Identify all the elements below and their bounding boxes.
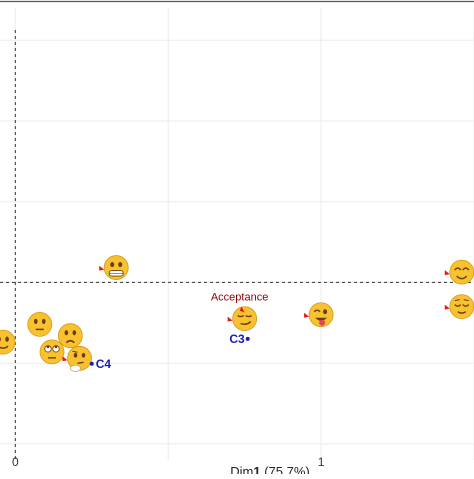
emoji-face [232, 306, 258, 331]
emoji-eye [237, 314, 245, 318]
grimacing-face-emoji [103, 255, 129, 280]
smiling-face-emoji [0, 329, 16, 355]
emoji-point-arrow [444, 270, 450, 276]
emoji-eye [81, 352, 86, 358]
emoji-mouth [456, 275, 468, 280]
emoji-point-arrow [304, 312, 310, 318]
emoji-face [449, 294, 474, 320]
emoji-face [39, 339, 65, 365]
emoji-face [308, 302, 334, 328]
emoji-pupil [46, 345, 50, 349]
emoji-mouth [240, 321, 252, 325]
emoji-eye [72, 330, 77, 336]
winking-tongue-face-emoji [308, 302, 334, 328]
emoji-eye [454, 267, 462, 271]
emoji-eye [5, 336, 9, 342]
control-point-label: C4 [96, 357, 112, 371]
thinking-face-emoji [67, 345, 92, 372]
emoji-mouth [0, 345, 9, 349]
emoji-eye [118, 262, 123, 268]
category-label: Acceptance [211, 292, 268, 304]
x-axis-label: Dim1 (75.7%) [230, 464, 309, 474]
emoji-face [57, 323, 83, 349]
emoji-point-arrow [444, 304, 450, 310]
emoji-brow [72, 350, 78, 353]
emoji-eye [73, 352, 78, 358]
emoji-eye [33, 318, 38, 324]
emoji-eye [245, 314, 253, 318]
emoji-eye [41, 318, 46, 324]
emoji-eye [110, 262, 115, 268]
emoji-mouth [457, 311, 467, 314]
emoji-point-arrow [227, 316, 233, 322]
control-point-dot [245, 336, 250, 341]
relieved-face-emoji [449, 294, 474, 320]
emoji-brow [454, 299, 460, 302]
emoji-eye [462, 304, 470, 307]
rolling-eyes-face-emoji [39, 339, 65, 365]
emoji-eye [0, 336, 1, 342]
x-tick-label: 0 [12, 455, 19, 469]
emoji-eye [454, 304, 462, 307]
emoji-eye [313, 309, 321, 313]
emoji-mouth [77, 361, 84, 364]
emoji-pupil [54, 345, 58, 349]
emoji-tongue [319, 319, 326, 326]
emoji-eye [64, 330, 69, 336]
data-points: Acceptance C3 C4 [0, 255, 474, 372]
emoji-face [27, 311, 53, 337]
emoji-eye [462, 267, 470, 271]
emoji-mouth [65, 339, 75, 344]
frowning-face-emoji [57, 323, 83, 349]
emoji-eye [323, 309, 328, 315]
emoji-point-arrow [99, 265, 105, 271]
neutral-face-emoji [27, 311, 53, 337]
emoji-mouth [315, 317, 328, 321]
control-point-label: C3 [229, 332, 245, 346]
emoji-hand [70, 364, 81, 372]
emoji-point-arrow [62, 356, 68, 362]
emoji-face [449, 259, 474, 285]
emoji-brow [463, 299, 469, 302]
reference-lines [0, 30, 474, 460]
category-point-arrow [239, 306, 245, 313]
smirking-face-emoji [232, 306, 258, 331]
smiling-eyes-face-emoji [449, 259, 474, 285]
control-point-dot [89, 361, 94, 366]
x-tick-label: 1 [318, 455, 325, 469]
